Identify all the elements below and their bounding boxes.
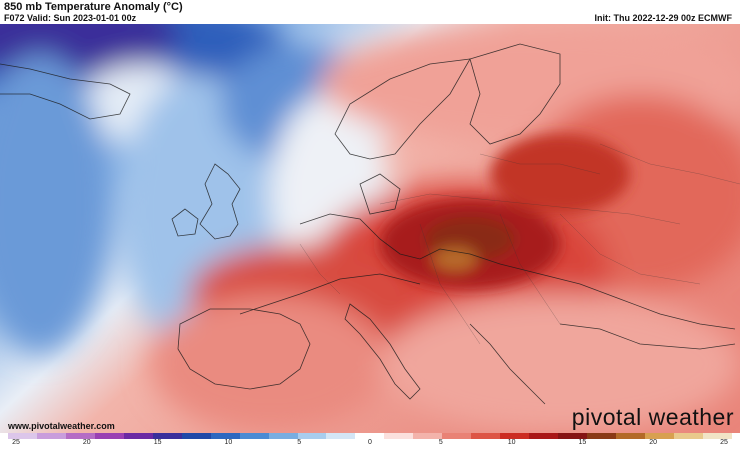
colorbar-swatch <box>413 433 443 439</box>
colorbar-tick-label: 25 <box>12 439 20 446</box>
temperature-anomaly-map <box>0 24 740 433</box>
colorbar <box>8 433 732 439</box>
map-title: 850 mb Temperature Anomaly (°C) <box>4 1 183 13</box>
colorbar-swatch <box>268 433 298 439</box>
valid-time: F072 Valid: Sun 2023-01-01 00z <box>4 13 137 23</box>
colorbar-swatch <box>442 433 472 439</box>
colorbar-swatch <box>36 433 66 439</box>
colorbar-swatch <box>529 433 559 439</box>
colorbar-tick-label: 15 <box>578 439 587 446</box>
colorbar-ticks: 25 20 15 10 5 0 5 10 15 20 25 <box>8 439 732 450</box>
colorbar-swatch <box>210 433 240 439</box>
brand-logo: pivotal weather <box>571 404 734 430</box>
colorbar-tick-label: 20 <box>649 439 658 446</box>
colorbar-tick-label: 5 <box>438 439 443 446</box>
init-time: Init: Thu 2022-12-29 00z ECMWF <box>594 13 732 23</box>
colorbar-tick-label: 5 <box>297 439 302 446</box>
colorbar-swatch <box>152 433 182 439</box>
colorbar-swatch <box>384 433 414 439</box>
colorbar-tick-label: 10 <box>224 439 233 446</box>
colorbar-tick-label: 0 <box>368 439 372 446</box>
map-header: 850 mb Temperature Anomaly (°C) F072 Val… <box>0 0 740 24</box>
colorbar-swatch <box>65 433 95 439</box>
colorbar-swatch <box>616 433 645 439</box>
colorbar-swatch <box>94 433 124 439</box>
colorbar-tick-label: 10 <box>507 439 516 446</box>
website-url: www.pivotalweather.com <box>8 421 115 431</box>
colorbar-swatch <box>558 433 588 439</box>
colorbar-swatch <box>326 433 356 439</box>
colorbar-swatch <box>500 433 530 439</box>
colorbar-swatch <box>8 433 37 439</box>
colorbar-tick-label: 15 <box>153 439 162 446</box>
colorbar-swatch <box>471 433 501 439</box>
colorbar-swatch <box>644 433 674 439</box>
colorbar-tick-label: 20 <box>82 439 91 446</box>
colorbar-swatch <box>587 433 617 439</box>
colorbar-tick-label: 25 <box>720 439 728 446</box>
colorbar-swatch <box>123 433 153 439</box>
colorbar-swatch <box>181 433 211 439</box>
colorbar-swatch <box>297 433 327 439</box>
colorbar-swatch <box>673 433 703 439</box>
colorbar-swatch <box>239 433 269 439</box>
colorbar-swatch <box>355 433 385 439</box>
colorbar-swatch <box>702 433 732 439</box>
